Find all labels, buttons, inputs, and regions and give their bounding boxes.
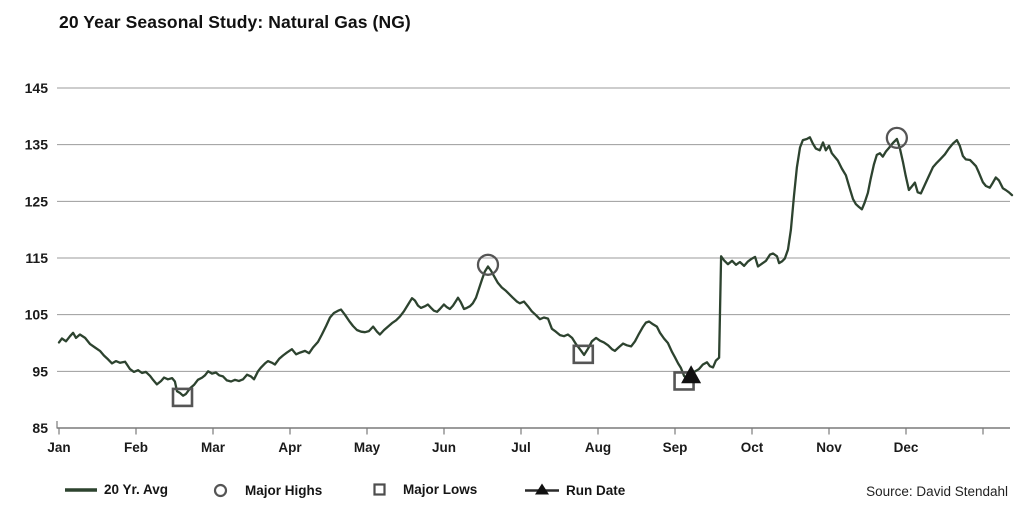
x-tick-label: Apr <box>278 440 302 455</box>
legend-label: Major Lows <box>403 482 478 497</box>
x-tick-label: Sep <box>663 440 688 455</box>
legend: 20 Yr. Avg Major Highs Major Lows Run Da… <box>0 482 1024 506</box>
legend-label: Run Date <box>566 482 626 498</box>
legend-label: Major Highs <box>245 483 323 498</box>
x-tick-label: Aug <box>585 440 611 455</box>
y-tick-label: 105 <box>25 307 49 323</box>
x-tick-label: May <box>354 440 381 455</box>
line-swatch-icon <box>65 487 97 492</box>
y-tick-label: 135 <box>25 137 49 153</box>
chart-title: 20 Year Seasonal Study: Natural Gas (NG) <box>59 12 411 32</box>
x-tick-label: Nov <box>816 440 842 455</box>
circle-swatch-icon <box>213 483 228 498</box>
x-tick-label: Jul <box>511 440 531 455</box>
x-tick-label: Oct <box>741 440 764 455</box>
major-low-marker <box>572 344 595 365</box>
legend-item-avg-line: 20 Yr. Avg <box>64 482 168 497</box>
y-tick-label: 115 <box>25 250 48 266</box>
legend-item-run-date: Run Date <box>524 482 625 498</box>
legend-item-major-highs: Major Highs <box>212 482 322 499</box>
x-tick-label: Dec <box>894 440 919 455</box>
avg-line <box>57 136 1014 397</box>
triangle-swatch-icon <box>525 483 559 495</box>
major-high-marker <box>885 126 909 150</box>
source-credit: Source: David Stendahl <box>866 484 1008 499</box>
y-tick-label: 145 <box>25 80 49 96</box>
x-tick-label: Feb <box>124 440 148 455</box>
legend-label: 20 Yr. Avg <box>104 482 169 497</box>
major-low-marker <box>171 387 194 408</box>
y-tick-label: 125 <box>25 193 49 209</box>
y-tick-label: 85 <box>32 420 48 436</box>
x-tick-label: Jun <box>432 440 456 455</box>
legend-item-major-lows: Major Lows <box>372 482 477 497</box>
major-high-marker <box>476 253 500 276</box>
run-date-marker <box>681 365 702 384</box>
y-tick-label: 95 <box>32 363 48 379</box>
x-tick-label: Jan <box>47 440 70 455</box>
square-swatch-icon <box>373 483 386 496</box>
x-tick-label: Mar <box>201 440 226 455</box>
